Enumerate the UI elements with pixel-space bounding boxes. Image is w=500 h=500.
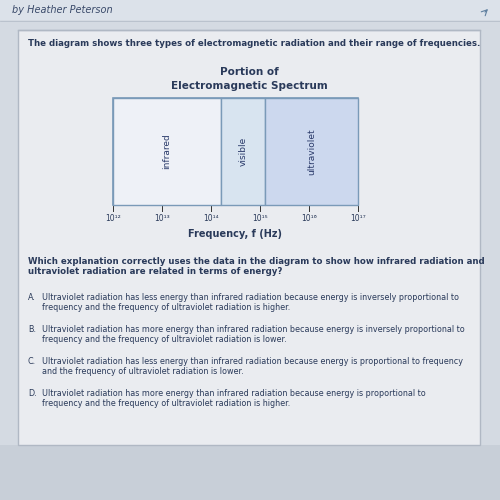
Text: 10¹⁶: 10¹⁶ (301, 214, 317, 223)
Text: by Heather Peterson: by Heather Peterson (12, 5, 112, 15)
Text: ultraviolet: ultraviolet (307, 128, 316, 175)
Text: Portion of: Portion of (220, 67, 278, 77)
Text: infrared: infrared (162, 134, 172, 170)
Text: Which explanation correctly uses the data in the diagram to show how infrared ra: Which explanation correctly uses the dat… (28, 257, 484, 276)
Text: B.: B. (28, 325, 36, 334)
Text: 10¹³: 10¹³ (154, 214, 170, 223)
Text: Frequency, f (Hz): Frequency, f (Hz) (188, 229, 282, 239)
Text: D.: D. (28, 389, 36, 398)
Text: visible: visible (238, 137, 248, 166)
Text: 10¹⁷: 10¹⁷ (350, 214, 366, 223)
Text: 10¹²: 10¹² (105, 214, 121, 223)
Text: A.: A. (28, 293, 36, 302)
Text: 10¹⁴: 10¹⁴ (203, 214, 219, 223)
Text: Electromagnetic Spectrum: Electromagnetic Spectrum (170, 81, 328, 91)
Bar (0, 0, 500, 20)
Bar (113, 98, 221, 205)
Bar (221, 98, 265, 205)
Bar (113, 98, 358, 205)
Text: Ultraviolet radiation has less energy than infrared radiation because energy is : Ultraviolet radiation has less energy th… (42, 293, 459, 312)
Text: Ultraviolet radiation has more energy than infrared radiation because energy is : Ultraviolet radiation has more energy th… (42, 389, 426, 408)
Text: C.: C. (28, 357, 36, 366)
Text: 10¹⁵: 10¹⁵ (252, 214, 268, 223)
Bar (0, 445, 500, 500)
FancyBboxPatch shape (18, 30, 480, 445)
Text: The diagram shows three types of electromagnetic radiation and their range of fr: The diagram shows three types of electro… (28, 40, 480, 48)
Text: Ultraviolet radiation has more energy than infrared radiation because energy is : Ultraviolet radiation has more energy th… (42, 325, 465, 344)
Bar (265, 98, 358, 205)
Text: Ultraviolet radiation has less energy than infrared radiation because energy is : Ultraviolet radiation has less energy th… (42, 357, 463, 376)
